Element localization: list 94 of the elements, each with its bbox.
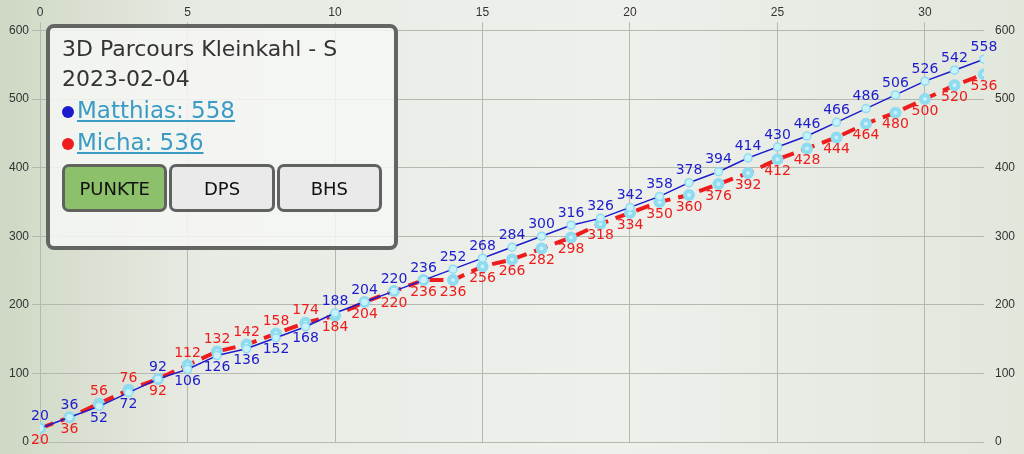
x-tick-label: 20 [623, 4, 637, 19]
y-tick-label: 0 [22, 434, 30, 449]
data-label: 126 [203, 358, 231, 375]
y2-tick-label: 100 [994, 365, 1016, 380]
data-label: 298 [557, 240, 585, 257]
data-label: 480 [882, 115, 909, 132]
data-label: 236 [410, 282, 437, 299]
y-tick-label: 100 [8, 365, 30, 380]
data-label: 316 [557, 203, 585, 220]
data-label: 394 [705, 150, 732, 167]
x-tick-label: 15 [475, 4, 490, 19]
data-label: 412 [764, 162, 791, 179]
data-label: 204 [351, 304, 378, 321]
data-label: 392 [734, 175, 762, 192]
data-label: 188 [321, 291, 349, 308]
data-label: 220 [380, 269, 408, 286]
data-label: 72 [119, 395, 138, 412]
data-label: 142 [233, 323, 260, 340]
data-label: 92 [149, 381, 167, 398]
data-label: 520 [941, 87, 968, 104]
data-label: 318 [587, 226, 614, 243]
data-label: 158 [262, 312, 290, 329]
data-label: 358 [646, 175, 673, 192]
data-label: 350 [646, 204, 673, 221]
data-label: 132 [203, 330, 231, 347]
data-label: 20 [31, 406, 49, 423]
data-label: 300 [528, 214, 555, 231]
data-label: 220 [380, 293, 408, 310]
data-label: 20 [31, 430, 49, 447]
x-tick-label: 0 [36, 4, 44, 19]
x-tick-label: 25 [770, 4, 785, 19]
data-label: 174 [292, 301, 319, 318]
toggle-button: PUNKTE [62, 164, 168, 212]
legend-label: Matthias: 558 [77, 97, 235, 123]
data-label: 542 [941, 48, 968, 65]
data-label: 414 [734, 136, 762, 153]
x-tick-label: 5 [184, 4, 192, 19]
data-label: 536 [970, 76, 998, 93]
y2-tick-label: 200 [994, 297, 1016, 312]
data-label: 326 [587, 197, 614, 213]
data-label: 506 [882, 73, 909, 90]
y2-tick-label: 500 [994, 91, 1016, 106]
data-label: 334 [616, 215, 644, 232]
data-label: 360 [675, 197, 703, 214]
data-label: 464 [852, 126, 880, 143]
data-label: 256 [469, 269, 496, 286]
y-tick-label: 400 [8, 159, 30, 174]
y2-tick-label: 0 [994, 434, 1002, 449]
data-label: 36 [60, 395, 79, 412]
data-label: 282 [528, 251, 555, 268]
data-label: 204 [351, 280, 378, 297]
text: 2023-02-04 [62, 66, 190, 91]
y-tick-label: 200 [8, 297, 30, 312]
toggle-button: DPS [169, 164, 275, 212]
data-label: 168 [292, 329, 319, 346]
data-label: 184 [321, 318, 349, 335]
data-label: 268 [469, 236, 496, 253]
y2-tick-label: 300 [994, 228, 1016, 243]
x-tick-label: 30 [918, 4, 932, 19]
data-label: 430 [764, 125, 791, 142]
data-label: 236 [439, 282, 467, 299]
data-label: 136 [233, 351, 260, 368]
data-label: 500 [911, 101, 939, 118]
y-tick-label: 600 [8, 22, 30, 37]
data-label: 378 [675, 161, 703, 178]
y2-tick-label: 600 [994, 22, 1016, 37]
y-tick-label: 300 [8, 228, 30, 243]
data-label: 52 [90, 408, 108, 425]
legend-label: Micha: 536 [77, 129, 204, 155]
data-label: 486 [852, 87, 880, 104]
data-label: 444 [823, 140, 850, 157]
data-label: 428 [793, 151, 821, 168]
data-label: 252 [439, 247, 467, 264]
data-label: 236 [410, 258, 437, 275]
data-label: 36 [60, 419, 79, 436]
data-label: 92 [149, 357, 167, 374]
data-label: 466 [823, 100, 850, 117]
data-label: 284 [498, 225, 526, 242]
x-tick-label: 10 [328, 4, 342, 19]
y2-tick-label: 400 [994, 159, 1016, 174]
chart-title: 3D Parcours Kleinkahl - S [62, 35, 339, 63]
data-label: 266 [498, 262, 526, 279]
data-label: 526 [911, 59, 939, 76]
data-label: 112 [174, 343, 201, 360]
data-label: 152 [262, 340, 290, 357]
data-label: 76 [119, 368, 138, 385]
data-label: 342 [616, 186, 644, 203]
data-label: 56 [90, 382, 109, 399]
data-label: 446 [793, 114, 821, 131]
data-label: 558 [970, 37, 998, 54]
toggle-button: BHS [276, 164, 382, 212]
data-label: 106 [174, 371, 201, 388]
y-tick-label: 500 [8, 91, 30, 106]
data-label: 376 [705, 186, 732, 203]
